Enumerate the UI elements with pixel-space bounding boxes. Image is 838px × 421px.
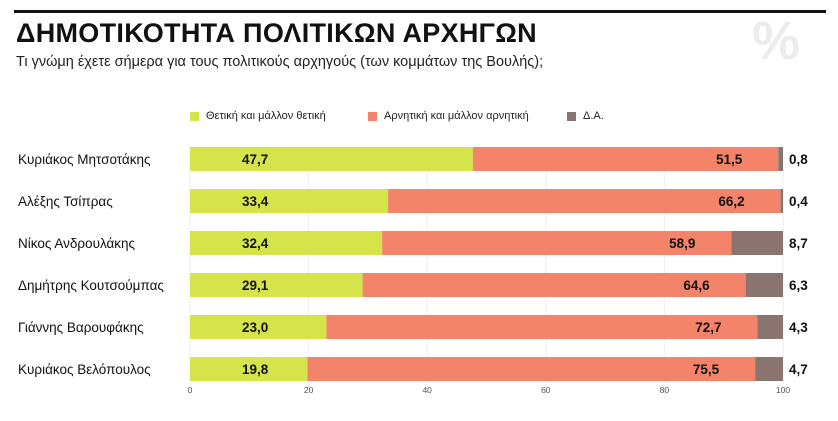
data-label-positive: 32,4 bbox=[242, 236, 269, 251]
x-tick-label: 20 bbox=[304, 385, 314, 395]
bar-segment-negative bbox=[382, 231, 732, 255]
data-label-negative: 51,5 bbox=[716, 152, 743, 167]
category-label: Αλέξης Τσίπρας bbox=[18, 194, 113, 209]
data-label-positive: 29,1 bbox=[242, 278, 269, 293]
data-label-negative: 72,7 bbox=[695, 320, 721, 335]
legend-swatch-positive bbox=[190, 111, 199, 121]
bar-segment-negative bbox=[326, 315, 758, 339]
data-label-negative: 64,6 bbox=[683, 278, 710, 293]
category-label: Νίκος Ανδρουλάκης bbox=[18, 236, 136, 251]
bar-segment-negative bbox=[388, 189, 781, 213]
chart-subtitle: Τι γνώμη έχετε σήμερα για τους πολιτικού… bbox=[16, 54, 544, 70]
data-label-negative: 58,9 bbox=[669, 236, 695, 251]
data-label-dk: 6,3 bbox=[789, 278, 808, 293]
legend-label-positive: Θετική και μάλλον θετική bbox=[206, 110, 326, 122]
bar-segment-dk bbox=[780, 189, 783, 213]
bar-segment-positive bbox=[190, 273, 363, 297]
chart-title: ΔΗΜΟΤΙΚΟΤΗΤΑ ΠΟΛΙΤΙΚΩΝ ΑΡΧΗΓΩΝ bbox=[16, 18, 537, 48]
bar-segment-negative bbox=[362, 273, 746, 297]
data-label-positive: 23,0 bbox=[242, 320, 268, 335]
bar-segment-positive bbox=[190, 357, 308, 381]
category-label: Γιάννης Βαρουφάκης bbox=[18, 320, 144, 335]
bar-segment-positive bbox=[190, 147, 473, 171]
data-label-negative: 75,5 bbox=[693, 362, 720, 377]
data-label-positive: 19,8 bbox=[242, 362, 269, 377]
data-label-negative: 66,2 bbox=[718, 194, 744, 209]
legend-item-negative: Αρνητική και μάλλον αρνητική bbox=[368, 110, 529, 122]
x-tick-label: 100 bbox=[776, 385, 790, 395]
bar-segment-positive bbox=[190, 315, 327, 339]
x-tick-label: 40 bbox=[422, 385, 432, 395]
legend-label-negative: Αρνητική και μάλλον αρνητική bbox=[384, 110, 529, 122]
data-label-dk: 8,7 bbox=[789, 236, 808, 251]
data-label-dk: 4,7 bbox=[789, 362, 808, 377]
legend-item-dk: Δ.Α. bbox=[567, 110, 604, 122]
bar-segment-dk bbox=[745, 273, 783, 297]
bar-segment-negative bbox=[307, 357, 756, 381]
x-tick-label: 60 bbox=[541, 385, 551, 395]
category-label: Δημήτρης Κουτσούμπας bbox=[18, 278, 164, 293]
legend-item-positive: Θετική και μάλλον θετική bbox=[190, 110, 326, 122]
percent-watermark-icon: % bbox=[752, 11, 801, 71]
bar-segment-dk bbox=[757, 315, 783, 339]
bar-segment-positive bbox=[190, 189, 389, 213]
bar-segment-dk bbox=[755, 357, 783, 381]
bar-segment-dk bbox=[778, 147, 783, 171]
data-label-positive: 33,4 bbox=[242, 194, 269, 209]
data-label-dk: 0,4 bbox=[789, 194, 808, 209]
bar-segment-negative bbox=[472, 147, 779, 171]
category-label: Κυριάκος Βελόπουλος bbox=[18, 362, 151, 377]
data-label-dk: 0,8 bbox=[789, 152, 808, 167]
top-rule bbox=[14, 10, 826, 13]
data-label-dk: 4,3 bbox=[789, 320, 808, 335]
category-label: Κυριάκος Μητσοτάκης bbox=[18, 152, 151, 167]
bar-segment-positive bbox=[190, 231, 383, 255]
legend: Θετική και μάλλον θετική Αρνητική και μά… bbox=[0, 110, 838, 126]
x-tick-label: 0 bbox=[188, 385, 193, 395]
x-tick-label: 80 bbox=[660, 385, 670, 395]
data-label-positive: 47,7 bbox=[242, 152, 268, 167]
legend-label-dk: Δ.Α. bbox=[583, 110, 604, 122]
legend-swatch-negative bbox=[368, 111, 377, 121]
legend-swatch-dk bbox=[567, 111, 576, 121]
bar-segment-dk bbox=[731, 231, 783, 255]
